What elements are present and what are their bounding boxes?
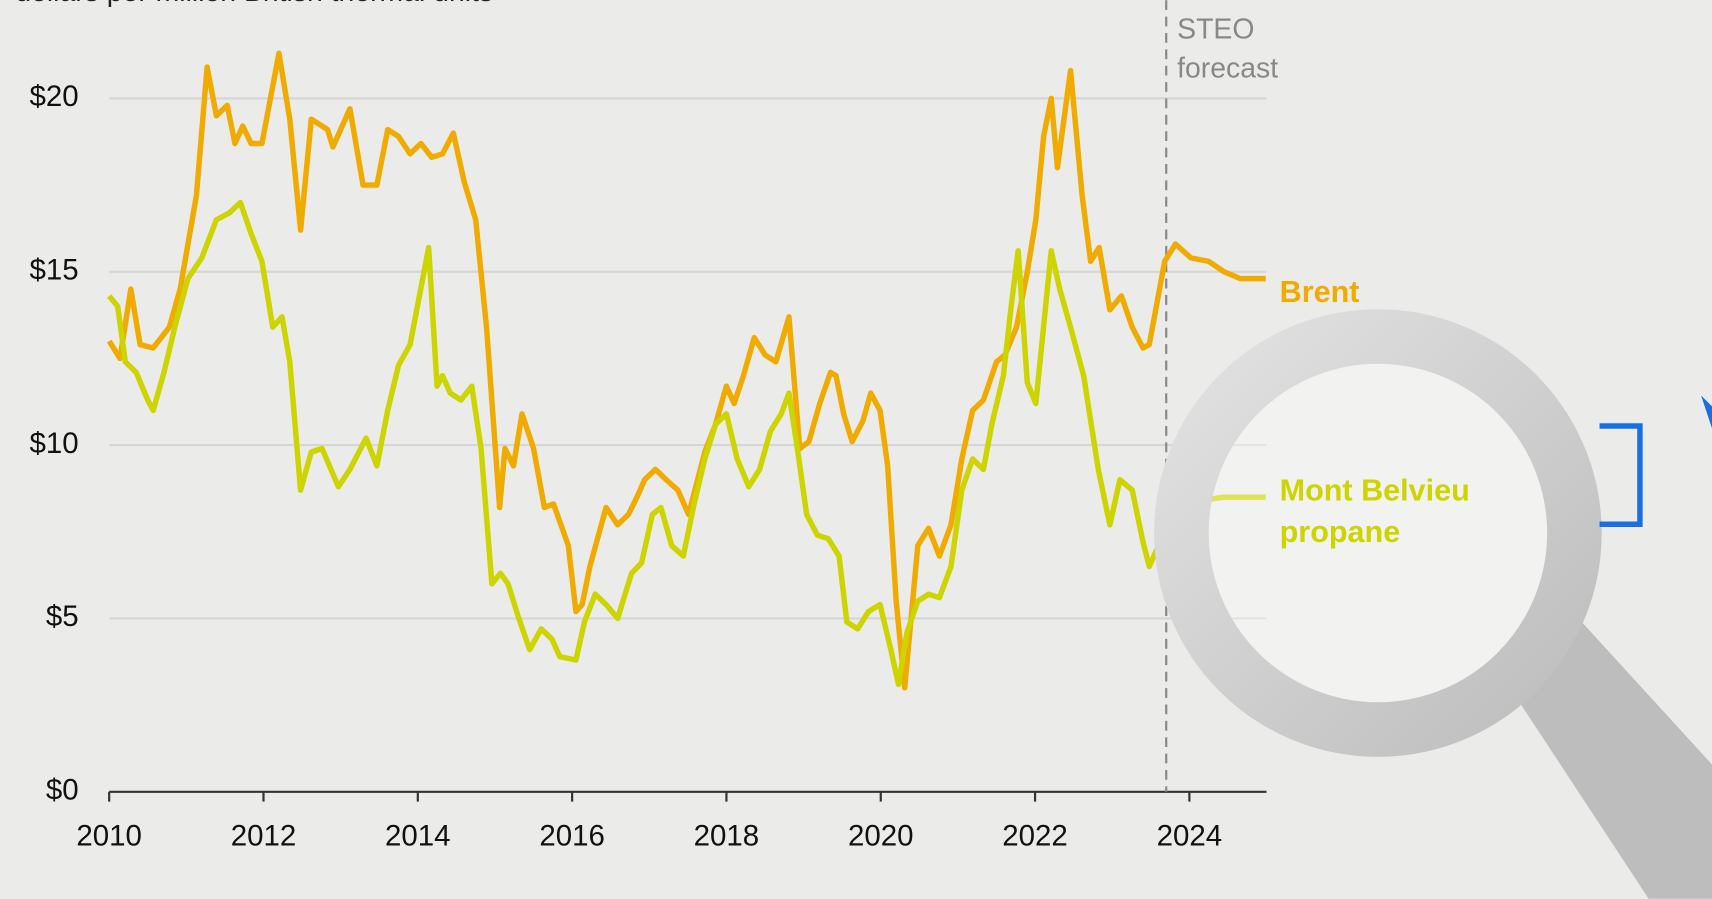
series-line [107, 199, 1266, 688]
magnifier-handle [1495, 611, 1712, 899]
y-tick-label: $0 [46, 774, 79, 807]
x-tick-label: 2022 [1002, 819, 1068, 852]
y-tick-label: $5 [46, 600, 79, 633]
y-axis-label: dollars per million British thermal unit… [15, 0, 493, 8]
x-tick-label: 2014 [385, 819, 451, 852]
y-tick-label: $15 [29, 254, 78, 287]
series-label: Mont Belvieu propane [1280, 474, 1470, 549]
y-tick-label: $10 [29, 427, 78, 460]
x-tick-label: 2010 [76, 819, 142, 852]
x-tick-label: 2012 [231, 819, 297, 852]
x-tick-label: 2024 [1157, 819, 1223, 852]
x-tick-label: 2018 [694, 819, 760, 852]
bracket [1599, 423, 1643, 528]
series-label: Brent [1280, 275, 1360, 309]
magnifier-lens [1208, 363, 1548, 703]
y-tick-label: $20 [29, 80, 78, 113]
x-tick-label: 2016 [539, 819, 605, 852]
forecast-annotation: forecast [1177, 53, 1278, 85]
x-tick-label: 2020 [848, 819, 914, 852]
forecast-annotation: STEO [1177, 13, 1254, 45]
magnifier-ring [1154, 309, 1602, 757]
magnifier: Mont Belvieu propane [1154, 309, 1712, 899]
arrow-tip [1701, 395, 1712, 429]
plot: dollars per million British thermal unit… [15, 0, 1359, 852]
series-line [106, 50, 1266, 691]
